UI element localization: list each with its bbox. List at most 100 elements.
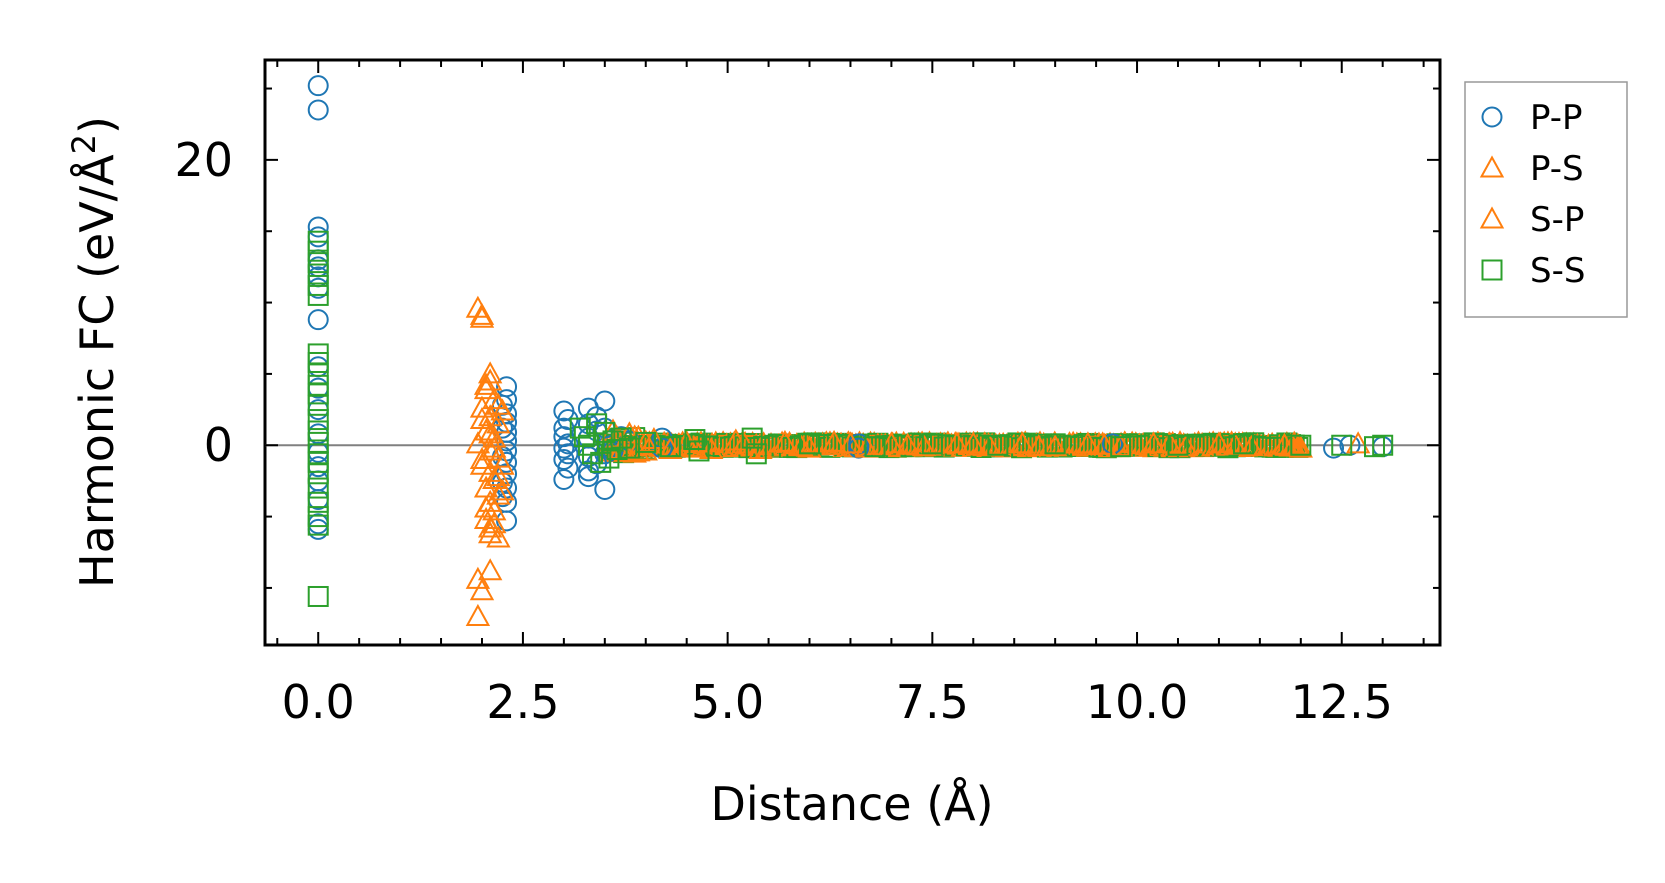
data-point-s-s [307, 477, 329, 499]
data-point-s-s [307, 463, 329, 485]
data-point-s-s [590, 451, 612, 473]
x-tick-label: 2.5 [486, 675, 559, 729]
data-point-s-s [307, 383, 329, 405]
data-point-p-s [911, 434, 937, 457]
data-point-s-s [307, 409, 329, 431]
plot-area [263, 58, 1442, 647]
legend-label-s-p: S-P [1530, 200, 1584, 240]
data-point-p-s [469, 452, 495, 475]
data-point-s-s [606, 439, 628, 461]
data-point-p-s [473, 418, 499, 441]
y-axis-label-close: ) [70, 116, 124, 134]
legend-marker-s-s [1481, 259, 1503, 281]
data-point-s-s [307, 252, 329, 274]
data-point-p-s [1272, 432, 1297, 455]
legend-label-p-s: P-S [1530, 149, 1584, 189]
data-point-p-p [557, 457, 579, 479]
data-point-s-p [789, 434, 814, 457]
data-point-s-s [1110, 436, 1132, 458]
data-point-s-p [1157, 431, 1182, 454]
legend-frame [1464, 81, 1628, 318]
data-point-s-p [641, 426, 667, 450]
data-point-p-p [307, 356, 329, 378]
data-point-s-s [1044, 433, 1066, 455]
data-point-s-p [961, 431, 986, 454]
data-point-p-p [557, 433, 579, 455]
data-point-p-p [594, 390, 616, 412]
data-point-p-s [797, 435, 822, 458]
data-point-p-s [944, 431, 970, 454]
data-point-s-s [307, 394, 329, 416]
data-point-p-p [307, 309, 329, 331]
data-point-s-s [659, 436, 681, 458]
data-point-p-p [553, 437, 575, 459]
data-point-s-s [307, 451, 329, 473]
data-point-p-s [486, 411, 511, 434]
data-point-s-p [838, 431, 863, 454]
data-point-s-s [741, 427, 763, 449]
data-point-s-s [987, 434, 1009, 456]
data-point-s-p [1026, 434, 1051, 457]
data-point-p-p [1372, 436, 1394, 458]
data-point-p-s [486, 482, 511, 505]
data-point-p-p [1323, 437, 1345, 459]
data-point-s-p [731, 431, 757, 454]
data-point-p-p [594, 478, 616, 500]
y-axis-label: Harmonic FC (eV/Å2) [65, 116, 124, 588]
x-axis-label: Distance (Å) [710, 777, 993, 831]
data-point-s-s [1331, 434, 1353, 456]
data-point-p-s [482, 498, 507, 521]
data-point-s-s [307, 284, 329, 306]
data-point-s-s [921, 433, 943, 455]
data-point-s-s [307, 351, 329, 373]
data-point-s-p [486, 392, 511, 415]
data-point-p-s [469, 578, 495, 601]
data-point-p-s [469, 302, 495, 325]
data-point-s-s [307, 420, 329, 442]
data-point-s-s [307, 263, 329, 285]
data-point-s-s [1363, 436, 1385, 458]
data-point-s-s [864, 436, 886, 458]
data-point-s-p [473, 495, 499, 518]
y-tick-label: 0 [204, 418, 233, 472]
data-point-s-s [745, 443, 767, 465]
y-axis-label-main: Harmonic FC (eV/Å [70, 154, 124, 588]
data-point-s-s [307, 240, 329, 262]
data-point-p-s [617, 421, 642, 444]
y-tick-label: 20 [174, 133, 233, 187]
data-point-p-s [1075, 431, 1101, 454]
legend-label-s-s: S-S [1530, 251, 1585, 291]
data-point-s-p [473, 372, 499, 395]
data-point-s-s [307, 585, 329, 607]
data-point-s-p [895, 432, 920, 455]
data-point-s-p [469, 446, 495, 470]
data-point-s-p [469, 406, 495, 430]
data-point-p-p [496, 510, 518, 532]
data-point-s-s [1372, 434, 1394, 456]
legend-entries: P-P P-S S-P S-S [1479, 98, 1585, 291]
data-point-p-s [1010, 431, 1035, 454]
x-tick-label: 5.0 [691, 675, 764, 729]
data-point-p-s [477, 438, 503, 461]
data-point-s-s [618, 437, 640, 459]
legend-marker-p-p [1481, 106, 1503, 128]
axis-ticks [265, 60, 1440, 645]
data-point-p-s [1239, 434, 1264, 457]
data-point-p-s [879, 431, 904, 454]
data-point-p-p [553, 468, 575, 490]
data-markers [307, 75, 1394, 626]
x-tick-label: 0.0 [282, 675, 355, 729]
plot-frame [263, 58, 1442, 647]
data-point-p-s [486, 525, 511, 548]
data-point-s-p [477, 421, 503, 444]
tick-labels: 0.0 2.5 5.0 7.5 10.0 12.5 0 20 [174, 133, 1393, 729]
legend: P-P P-S S-P S-S [1464, 81, 1628, 318]
data-point-p-p [307, 216, 329, 238]
data-point-s-s [1167, 434, 1189, 456]
data-point-p-s [1141, 431, 1166, 454]
data-point-s-s [799, 433, 821, 455]
data-point-s-p [477, 521, 503, 544]
data-point-s-s [1232, 433, 1254, 455]
data-point-s-p [469, 305, 495, 328]
